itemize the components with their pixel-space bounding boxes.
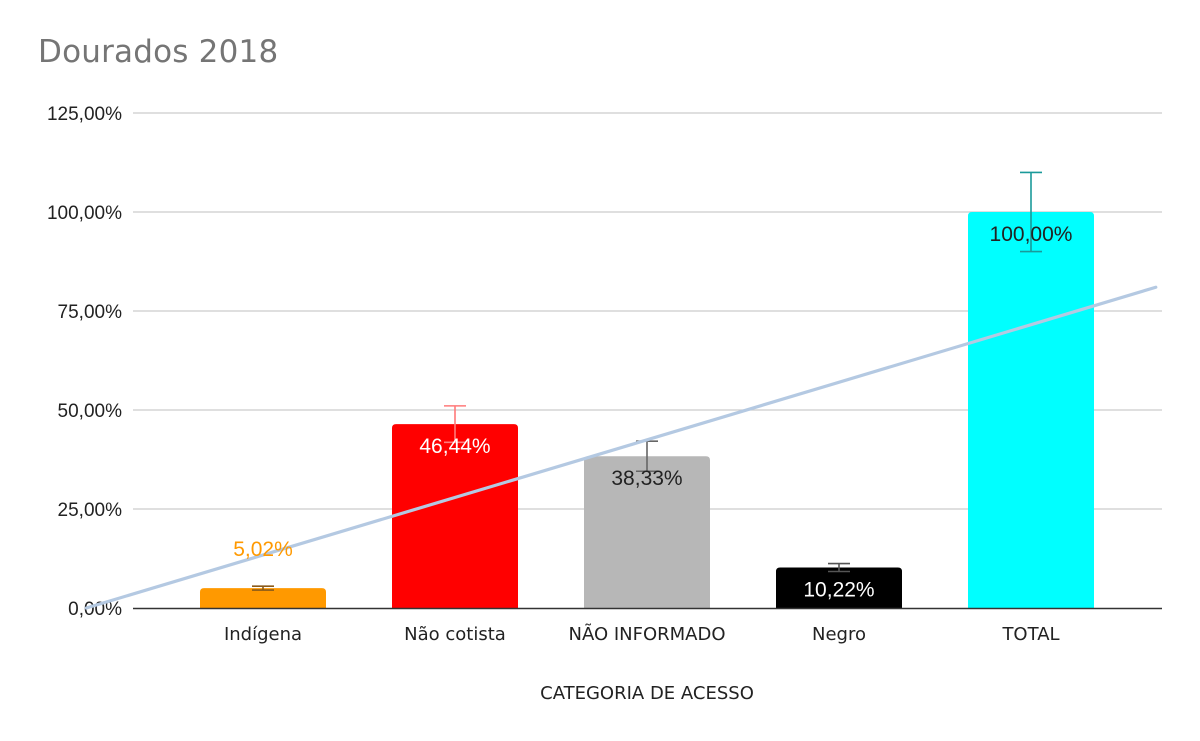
category-label: NÃO INFORMADO [568, 623, 725, 645]
x-axis-title: CATEGORIA DE ACESSO [540, 683, 754, 704]
data-label-2: 38,33% [611, 467, 682, 490]
chart-title: Dourados 2018 [38, 34, 279, 70]
category-label: Não cotista [404, 624, 506, 645]
bar-3 [776, 567, 902, 608]
bar-4 [968, 212, 1094, 608]
trendline-layer [84, 285, 1158, 610]
category-label: Indígena [224, 624, 302, 645]
error-bar-3 [828, 562, 850, 573]
bars [200, 212, 1094, 608]
y-axis-ticks: 0,00% 25,00% 50,00% 75,00% 100,00% 125,00% [47, 104, 122, 620]
data-label-0: 5,02% [233, 538, 293, 561]
data-label-1: 46,44% [419, 435, 490, 458]
category-label: Negro [812, 624, 866, 645]
data-label-3: 10,22% [803, 579, 874, 602]
bar-1 [392, 424, 518, 608]
bar-0 [200, 588, 326, 608]
error-bar-0 [252, 585, 274, 591]
trendline [84, 285, 1158, 610]
y-tick-label: 50,00% [58, 401, 123, 422]
bar-2 [584, 456, 710, 608]
error-bars [252, 171, 1042, 591]
y-tick-label: 75,00% [58, 302, 123, 323]
error-bar-4 [1020, 171, 1042, 253]
y-tick-label: 125,00% [47, 104, 122, 125]
y-tick-label: 0,00% [68, 599, 122, 620]
y-tick-label: 25,00% [58, 500, 123, 521]
data-label-4: 100,00% [990, 223, 1073, 246]
x-axis-categories: Indígena Não cotista NÃO INFORMADO Negro TOT… [224, 623, 1060, 645]
data-labels: 5,02% 46,44% 38,33% 10,22% 100,00% [233, 223, 1072, 602]
category-label: TOTAL [1001, 624, 1059, 645]
y-tick-label: 100,00% [47, 203, 122, 224]
error-bar-1 [444, 405, 466, 444]
